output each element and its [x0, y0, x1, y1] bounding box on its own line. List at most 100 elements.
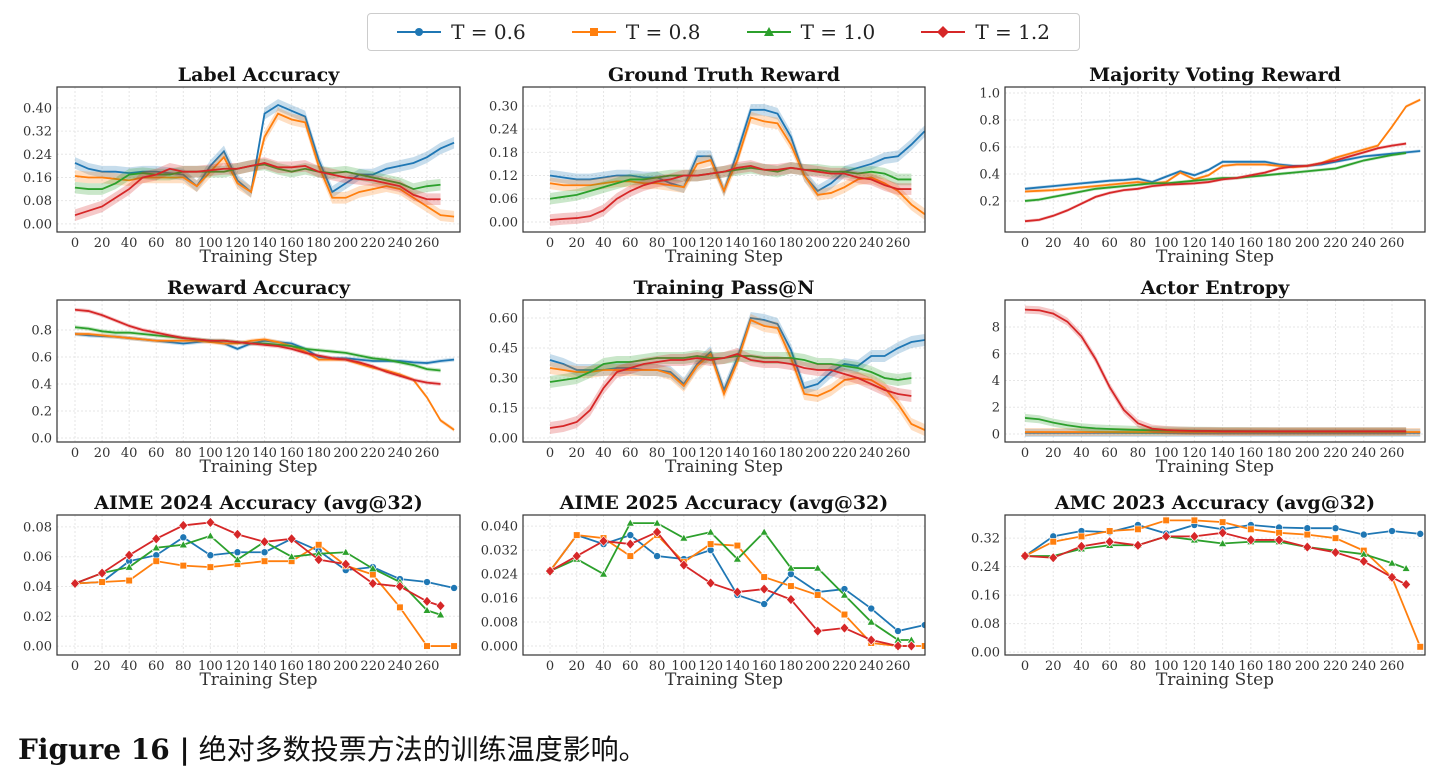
y-tick-label: 0.30 [489, 99, 518, 114]
data-point-diamond [545, 565, 555, 577]
x-tick-label: 60 [622, 446, 639, 461]
plot-area [74, 307, 455, 432]
data-point-diamond [786, 594, 796, 605]
x-tick-label: 160 [1238, 446, 1263, 461]
data-point-triangle [232, 555, 242, 563]
series-line [549, 164, 912, 221]
subplot-title: Majority Voting Reward [1089, 64, 1341, 86]
x-tick-label: 220 [360, 236, 385, 251]
axes-frame [522, 514, 926, 656]
data-point-diamond [1245, 534, 1256, 546]
series-line [549, 108, 925, 194]
y-tick-label: 6 [992, 347, 1000, 362]
subplot: 0 20 40 60 80 100 120 140 160 180 200 220 240 260 0.00… [489, 277, 926, 477]
x-axis-label: Training Step [665, 457, 783, 477]
series-line [74, 162, 441, 217]
x-axis-label: Training Step [1156, 670, 1274, 690]
y-tick-label: 0.8 [979, 113, 1000, 128]
x-tick-label: 220 [360, 446, 385, 461]
series-line [74, 112, 455, 218]
x-tick-label: 240 [1351, 236, 1376, 251]
x-tick-label: 40 [121, 659, 138, 674]
y-tick-label: 0.00 [489, 215, 518, 230]
x-tick-label: 60 [1101, 236, 1118, 251]
data-point-square [1247, 525, 1255, 533]
y-tick-label: 0.06 [23, 550, 52, 565]
y-tick-label: 0.0 [31, 431, 52, 446]
series-line [1024, 98, 1421, 193]
x-tick-label: 100 [671, 659, 696, 674]
data-point-diamond [678, 559, 689, 571]
data-point-triangle [422, 605, 432, 614]
x-tick-label: 160 [279, 659, 304, 674]
y-tick-label: 0.40 [23, 101, 52, 116]
data-point-triangle [839, 590, 849, 599]
data-point-diamond [124, 549, 135, 561]
x-tick-label: 100 [198, 659, 223, 674]
data-point-diamond [893, 640, 903, 652]
data-point-triangle [1218, 538, 1228, 547]
x-tick-label: 100 [1154, 446, 1179, 461]
data-point-circle [1331, 524, 1340, 532]
x-tick-label: 0 [1021, 236, 1029, 251]
x-tick-label: 260 [1380, 659, 1405, 674]
series-line [74, 308, 441, 385]
data-point-diamond [1401, 579, 1412, 590]
data-point-diamond [151, 533, 162, 545]
x-tick-label: 120 [698, 236, 723, 251]
series-line [74, 534, 441, 616]
x-tick-label: 120 [1182, 446, 1207, 461]
x-tick-label: 180 [779, 236, 804, 251]
legend-item-t08: T = 0.8 [571, 20, 700, 44]
data-point-diamond [1104, 536, 1115, 548]
series-band [75, 157, 441, 221]
y-tick-label: 0.16 [23, 171, 52, 186]
y-tick-label: 0.45 [489, 342, 518, 357]
subplot-title: AMC 2023 Accuracy (avg@32) [1054, 492, 1375, 514]
y-tick-label: 0.30 [489, 372, 518, 387]
data-point-square [1331, 534, 1340, 542]
series-line [549, 316, 925, 393]
plot-area [1024, 305, 1421, 437]
data-point-square [260, 557, 269, 565]
x-tick-label: 120 [1182, 236, 1207, 251]
x-tick-label: 200 [1295, 659, 1320, 674]
y-tick-label: 0.12 [489, 169, 518, 184]
data-point-triangle [679, 533, 689, 542]
series-line [1024, 150, 1421, 190]
series-line [1024, 142, 1407, 223]
x-tick-label: 240 [1351, 659, 1376, 674]
data-point-diamond [1330, 546, 1341, 558]
data-point-diamond [232, 528, 243, 540]
x-tick-label: 40 [121, 236, 138, 251]
x-tick-label: 40 [121, 446, 138, 461]
data-point-diamond [1387, 571, 1397, 583]
y-tick-label: 0.24 [489, 123, 518, 138]
x-tick-label: 60 [622, 236, 639, 251]
x-tick-label: 60 [148, 446, 165, 461]
data-point-square [1077, 532, 1086, 540]
data-point-triangle [178, 540, 188, 549]
x-tick-label: 20 [568, 446, 585, 461]
caption-text: 绝对多数投票方法的训练温度影响。 [198, 733, 647, 766]
data-point-square [315, 541, 323, 549]
x-tick-label: 260 [886, 236, 911, 251]
data-point-diamond [97, 567, 107, 579]
subplot-title: Reward Accuracy [167, 277, 351, 299]
x-tick-label: 40 [1073, 659, 1090, 674]
data-point-square [179, 562, 187, 570]
x-tick-label: 0 [71, 446, 79, 461]
x-tick-label: 160 [279, 446, 304, 461]
data-point-circle [233, 548, 242, 557]
y-tick-label: 0.24 [971, 560, 1000, 575]
x-tick-label: 20 [1045, 659, 1062, 674]
x-tick-label: 220 [832, 236, 857, 251]
x-tick-label: 80 [649, 659, 666, 674]
x-tick-label: 140 [725, 659, 750, 674]
data-point-diamond [178, 519, 189, 531]
x-tick-label: 140 [1210, 446, 1235, 461]
data-point-square [814, 591, 822, 599]
plot-area [74, 99, 455, 223]
x-tick-label: 220 [832, 446, 857, 461]
x-tick-label: 20 [1045, 446, 1062, 461]
